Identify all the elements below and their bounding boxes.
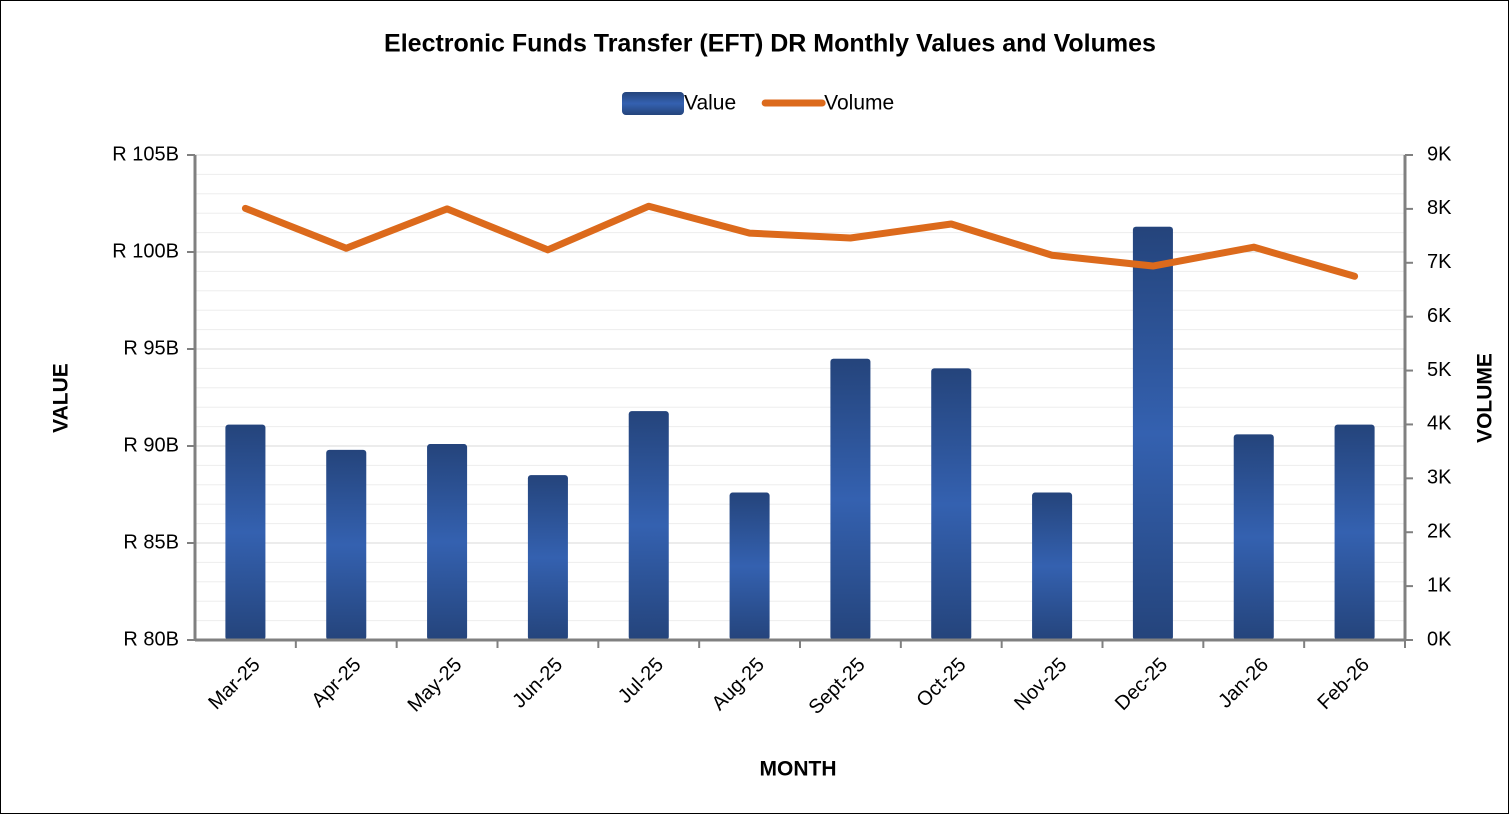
y-tick-label: R 80B [123, 628, 179, 650]
bar [729, 492, 770, 640]
y-tick-label: R 100B [112, 240, 179, 262]
y-tick-label: R 105B [112, 143, 179, 165]
bar [931, 368, 972, 640]
y-tick-label: R 85B [123, 531, 179, 553]
bar [527, 475, 568, 640]
y2-tick-label: 8K [1427, 197, 1452, 219]
bar [326, 449, 367, 640]
y2-tick-label: 0K [1427, 628, 1452, 650]
x-axis-title: MONTH [760, 758, 837, 781]
bar [830, 358, 871, 640]
bar [1334, 424, 1375, 640]
y2-tick-label: 1K [1427, 574, 1452, 596]
legend-label: Volume [824, 92, 894, 115]
y2-tick-label: 3K [1427, 467, 1452, 489]
bar [427, 444, 468, 640]
y-tick-label: R 90B [123, 434, 179, 456]
line [241, 202, 1359, 280]
y-axis-title: VALUE [50, 363, 73, 433]
chart-title: Electronic Funds Transfer (EFT) DR Month… [384, 30, 1156, 58]
y2-tick-label: 4K [1427, 413, 1452, 435]
bar [1233, 434, 1274, 640]
bar [1132, 226, 1173, 640]
y2-tick-label: 2K [1427, 521, 1452, 543]
legend-label: Value [684, 92, 736, 115]
y2-tick-label: 6K [1427, 305, 1452, 327]
legend-swatch-shade [622, 92, 684, 115]
y2-tick-label: 7K [1427, 251, 1452, 273]
bar [225, 424, 266, 640]
y2-tick-label: 5K [1427, 359, 1452, 381]
bar [628, 411, 669, 640]
y-tick-label: R 95B [123, 337, 179, 359]
y2-axis-title: VOLUME [1474, 353, 1497, 443]
y2-tick-label: 9K [1427, 143, 1452, 165]
bar [1032, 492, 1073, 640]
